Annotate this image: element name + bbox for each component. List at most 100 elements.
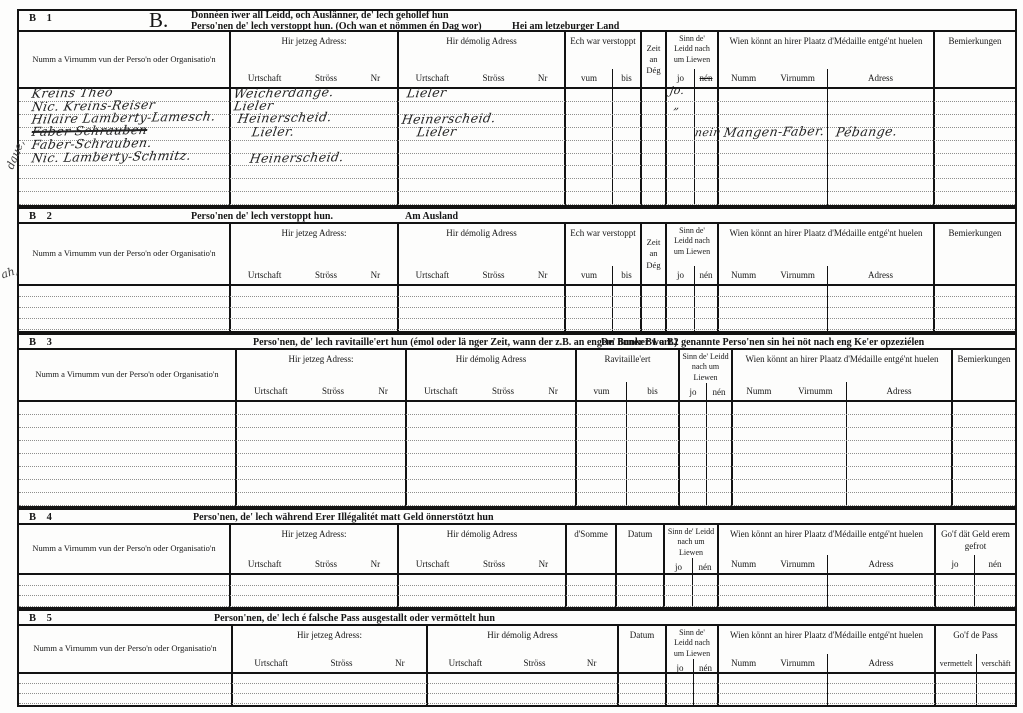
- section-b3: B 3 Perso'nen, de' lech ravitaille'ert h…: [17, 333, 1017, 508]
- body-col-nen: [695, 89, 719, 205]
- subcol-stross: Ströss: [321, 386, 344, 396]
- col-hidden-period: Ech war verstoppt vum bis: [566, 32, 642, 87]
- col-medal-recipient: Wien könnt an hirer Plaatz d'Médaille en…: [719, 626, 936, 672]
- subcol-nen: nén: [712, 387, 726, 398]
- subcol-nr: Nr: [370, 559, 381, 569]
- subcol-vum: vum: [566, 266, 613, 284]
- subcol-numm-virnumm: Numm Virnumm: [719, 69, 828, 87]
- col-remarks: Bemierkungen: [935, 224, 1015, 284]
- section-b5-body: [19, 674, 1015, 705]
- subcol-vermettelt: vermettelt: [936, 654, 977, 672]
- col-current-address: Hir jetzeg Adress: Urtschaft Ströss Nr: [237, 350, 407, 400]
- body-col-adress: [828, 575, 936, 607]
- col-current-address-label: Hir jetzeg Adress:: [281, 529, 347, 539]
- section-b5-title: Person'nen, de' lech é falsche Pass ausg…: [214, 613, 495, 624]
- col-former-address-label: Hir démolig Adress: [446, 228, 517, 238]
- section-b4: B 4 Perso'nen, de' lech während Erer Ill…: [17, 508, 1017, 609]
- section-b2-header: Numm a Virnumm vun der Perso'n oder Orga…: [19, 224, 1015, 286]
- subcol-stross: Ströss: [330, 658, 353, 668]
- subcol-adress: Adress: [886, 386, 912, 396]
- section-b1: B 1 B. Donnéen iwer all Leidd, och Auslä…: [17, 9, 1017, 207]
- col-pass-given-label: Go'f de Pass: [953, 630, 998, 640]
- subcol-numm: Numm: [731, 73, 757, 83]
- col-days-label: Zeit an Dég: [646, 42, 661, 76]
- subcol-virnumm: Virnumm: [780, 270, 815, 280]
- body-col-former-address: [399, 575, 567, 607]
- body-col-current-address: [231, 89, 399, 205]
- body-col-numm-virnumm: [719, 674, 828, 705]
- subcol-urtschaft: Urtschaft: [247, 73, 282, 83]
- col-current-address-label: Hir jetzeg Adress:: [297, 630, 362, 640]
- hw-demolig-1: Lieler: [405, 84, 448, 101]
- col-remarks-label: Bemierkungen: [948, 36, 1002, 46]
- hw-jetzeg-4: Lieler.: [250, 123, 296, 140]
- col-current-address-label: Hir jetzeg Adress:: [281, 36, 347, 46]
- body-col-name: [19, 89, 231, 205]
- body-col-numm-virnumm: [719, 286, 828, 331]
- col-medal-recipient-label: Wien könnt an hirer Plaatz d'Médaille en…: [729, 529, 924, 539]
- body-col-adress: [847, 402, 953, 506]
- body-col-nen: [695, 286, 719, 331]
- body-col-gof-nen: [975, 575, 1015, 607]
- col-name-label: Numm a Virnumm vun der Perso'n oder Orga…: [35, 369, 219, 380]
- hw-nen-4: nein: [693, 125, 722, 140]
- section-b1-id: B 1: [29, 13, 56, 24]
- col-days: Zeit an Dég: [642, 32, 667, 87]
- subcol-stross: Ströss: [482, 270, 505, 280]
- body-col-adress: [828, 89, 935, 205]
- subcol-nr: Nr: [548, 386, 558, 396]
- body-col-name: [19, 575, 231, 607]
- section-b2-location-label: Am Ausland: [405, 211, 459, 222]
- subcol-vum: vum: [577, 382, 627, 400]
- subcol-virnumm: Virnumm: [798, 386, 833, 396]
- body-col-former-address: [399, 286, 566, 331]
- body-col-remarks: [935, 286, 1015, 331]
- col-name-label: Numm a Virnumm vun der Perso'n oder Orga…: [32, 543, 216, 554]
- col-medal-recipient: Wien könnt an hirer Plaatz d'Médaille en…: [719, 32, 935, 87]
- section-b4-title: Perso'nen, de' lech während Erer Illégal…: [193, 512, 494, 523]
- subcol-bis: bis: [621, 73, 632, 83]
- section-b3-title-row: B 3 Perso'nen, de' lech ravitaille'ert h…: [19, 335, 1015, 350]
- col-former-address: Hir démolig Adress Urtschaft Ströss Nr: [407, 350, 577, 400]
- body-col-name: [19, 674, 233, 705]
- body-col-bis: [613, 89, 642, 205]
- hw-medal-name-4: Mangen-Faber.: [722, 123, 826, 140]
- body-col-sum: [567, 575, 617, 607]
- subcol-stross: Ströss: [314, 270, 337, 280]
- body-col-nen: [694, 674, 719, 705]
- body-col-name: [19, 286, 231, 331]
- body-col-days: [642, 89, 667, 205]
- body-col-nen: [693, 575, 719, 607]
- section-b3-note: De' önner B1 a B2 genannte Perso'nen sin…: [601, 337, 925, 348]
- subcol-nr: Nr: [537, 270, 548, 280]
- col-medal-recipient: Wien könnt an hirer Plaatz d'Médaille en…: [733, 350, 953, 400]
- col-former-address: Hir démolig Adress Urtschaft Ströss Nr: [399, 224, 566, 284]
- body-col-pass-verschaft: [977, 674, 1015, 705]
- section-b2-body: [19, 286, 1015, 331]
- subcol-adress: Adress: [868, 658, 894, 668]
- subcol-urtschaft: Urtschaft: [415, 559, 450, 569]
- col-supplied-period-label: Ravitaille'ert: [604, 354, 651, 364]
- col-alive: Sinn de' Leidd nach um Liewen jo nén: [680, 350, 733, 402]
- body-col-numm-virnumm: [719, 89, 828, 205]
- subcol-numm: Numm: [746, 386, 772, 396]
- hw-demolig-4: Lieler: [415, 123, 458, 140]
- subcol-nen-struck: nén: [699, 73, 713, 83]
- col-medal-recipient-label: Wien könnt an hirer Plaatz d'Médaille en…: [729, 630, 924, 640]
- col-days: Zeit an Dég: [642, 224, 667, 284]
- body-col-numm-virnumm: [733, 402, 847, 506]
- subcol-urtschaft: Urtschaft: [254, 386, 288, 396]
- body-col-vum: [566, 286, 613, 331]
- col-days-label: Zeit an Dég: [646, 237, 661, 270]
- section-b4-header: Numm a Virnumm vun der Perso'n oder Orga…: [19, 525, 1015, 577]
- body-col-bis: [627, 402, 680, 506]
- body-col-jo: [665, 575, 693, 607]
- body-col-date: [617, 575, 665, 607]
- subcol-jo: jo: [680, 383, 707, 402]
- col-alive: Sinn de' Leidd nach um Liewen jo nén: [667, 626, 719, 678]
- col-alive: Sinn de' Leidd nach um Liewen jo nén: [667, 224, 719, 284]
- body-col-gof-jo: [936, 575, 975, 607]
- section-b1-title: Donnéen iwer all Leidd, och Auslänner, d…: [191, 10, 619, 32]
- subcol-urtschaft: Urtschaft: [415, 73, 450, 83]
